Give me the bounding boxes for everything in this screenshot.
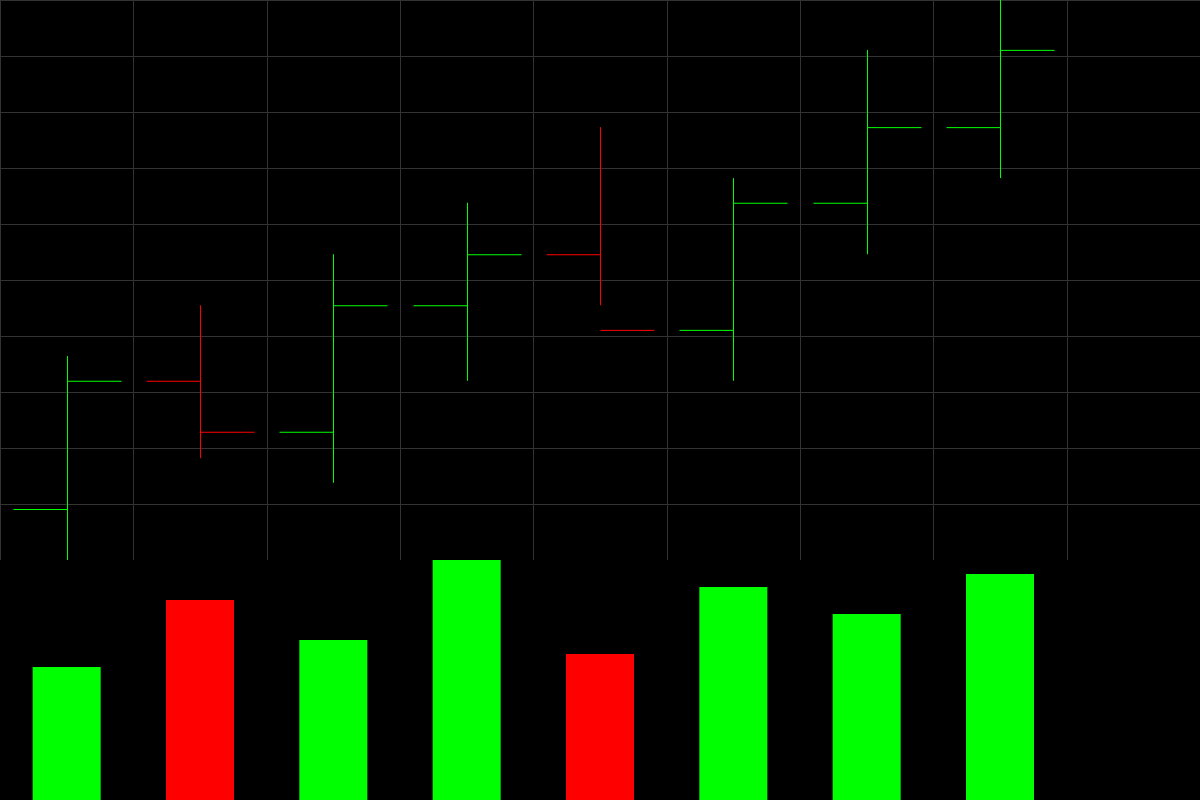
volume-bar xyxy=(699,587,768,800)
volume-bar xyxy=(32,667,101,800)
volume-bar xyxy=(166,600,234,800)
volume-bar xyxy=(432,560,501,800)
volume-bar xyxy=(832,614,901,800)
volume-bar xyxy=(966,574,1034,800)
volume-bar xyxy=(299,640,368,800)
volume-bar xyxy=(566,654,634,800)
